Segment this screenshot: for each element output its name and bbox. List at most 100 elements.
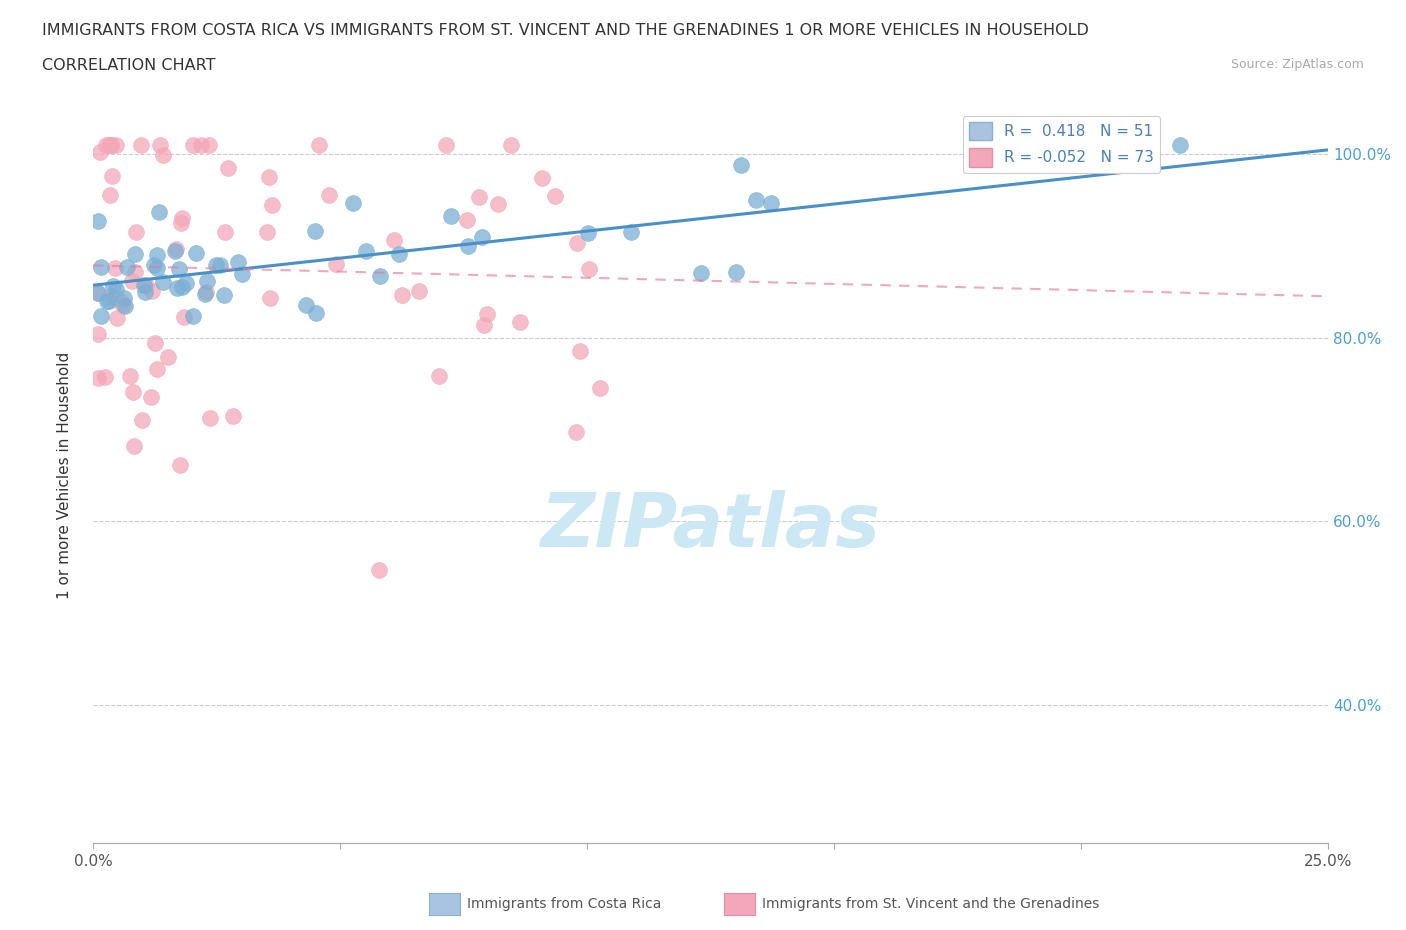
- Point: [308, 138, 330, 153]
- Point: [131, 138, 153, 153]
- Point: [124, 264, 146, 279]
- Point: [115, 259, 138, 274]
- Text: IMMIGRANTS FROM COSTA RICA VS IMMIGRANTS FROM ST. VINCENT AND THE GRENADINES 1 O: IMMIGRANTS FROM COSTA RICA VS IMMIGRANTS…: [42, 23, 1090, 38]
- Point: [745, 193, 768, 208]
- Point: [145, 362, 167, 377]
- Point: [96, 294, 118, 309]
- Point: [166, 281, 188, 296]
- Point: [90, 309, 112, 324]
- Point: [1168, 138, 1191, 153]
- Point: [440, 208, 463, 223]
- Point: [190, 138, 212, 153]
- Point: [149, 138, 172, 153]
- Point: [589, 381, 612, 396]
- Point: [87, 286, 110, 300]
- Point: [382, 232, 405, 247]
- Point: [342, 196, 364, 211]
- Point: [152, 274, 174, 289]
- Point: [100, 168, 122, 183]
- Point: [730, 157, 752, 172]
- Point: [173, 310, 195, 325]
- Point: [101, 288, 124, 303]
- Point: [256, 224, 278, 239]
- Point: [193, 286, 215, 301]
- Point: [408, 284, 430, 299]
- Point: [689, 265, 711, 280]
- Point: [148, 205, 170, 219]
- Point: [578, 262, 600, 277]
- Point: [131, 412, 153, 427]
- Point: [304, 224, 326, 239]
- Point: [112, 291, 135, 306]
- Point: [194, 285, 217, 299]
- Point: [198, 410, 221, 425]
- Point: [104, 260, 127, 275]
- Point: [110, 295, 132, 310]
- Point: [318, 188, 340, 203]
- Point: [543, 189, 565, 204]
- Point: [100, 138, 122, 153]
- Point: [134, 285, 156, 299]
- Point: [122, 439, 145, 454]
- Point: [124, 246, 146, 261]
- Point: [259, 291, 281, 306]
- Point: [114, 299, 136, 313]
- Point: [104, 282, 127, 297]
- Point: [429, 368, 451, 383]
- Point: [100, 188, 122, 203]
- Point: [325, 256, 347, 271]
- Point: [295, 298, 318, 312]
- Point: [170, 210, 193, 225]
- Point: [501, 138, 523, 153]
- Point: [305, 306, 328, 321]
- Point: [212, 287, 235, 302]
- Point: [217, 161, 239, 176]
- Point: [146, 260, 169, 275]
- Point: [169, 216, 191, 231]
- Point: [132, 278, 155, 293]
- Text: Immigrants from St. Vincent and the Grenadines: Immigrants from St. Vincent and the Gren…: [762, 897, 1099, 911]
- Point: [125, 225, 148, 240]
- Point: [197, 138, 219, 153]
- Point: [184, 246, 207, 260]
- Point: [176, 275, 198, 290]
- Legend: R =  0.418   N = 51, R = -0.052   N = 73: R = 0.418 N = 51, R = -0.052 N = 73: [963, 115, 1160, 173]
- Point: [135, 277, 157, 292]
- Point: [724, 265, 747, 280]
- Point: [101, 279, 124, 294]
- Point: [509, 315, 531, 330]
- Point: [222, 408, 245, 423]
- Point: [354, 244, 377, 259]
- Point: [471, 230, 494, 245]
- Point: [486, 197, 509, 212]
- Point: [87, 371, 110, 386]
- Point: [94, 138, 117, 153]
- Text: Source: ZipAtlas.com: Source: ZipAtlas.com: [1230, 58, 1364, 71]
- Point: [167, 262, 190, 277]
- Point: [143, 258, 166, 272]
- Point: [152, 148, 174, 163]
- Point: [368, 563, 391, 578]
- Point: [257, 169, 280, 184]
- Point: [759, 195, 782, 210]
- Point: [260, 197, 283, 212]
- Point: [122, 384, 145, 399]
- Point: [145, 336, 167, 351]
- Point: [100, 138, 122, 153]
- Point: [388, 246, 411, 261]
- Text: CORRELATION CHART: CORRELATION CHART: [42, 58, 215, 73]
- Point: [121, 273, 143, 288]
- Point: [456, 213, 478, 228]
- Point: [163, 244, 186, 259]
- Point: [195, 273, 218, 288]
- Point: [620, 224, 643, 239]
- Point: [165, 242, 187, 257]
- Point: [457, 239, 479, 254]
- Point: [209, 258, 232, 272]
- Point: [98, 294, 121, 309]
- Point: [205, 258, 228, 272]
- Point: [172, 280, 194, 295]
- Point: [90, 260, 112, 275]
- Text: ZIPatlas: ZIPatlas: [540, 490, 880, 564]
- Point: [169, 458, 191, 473]
